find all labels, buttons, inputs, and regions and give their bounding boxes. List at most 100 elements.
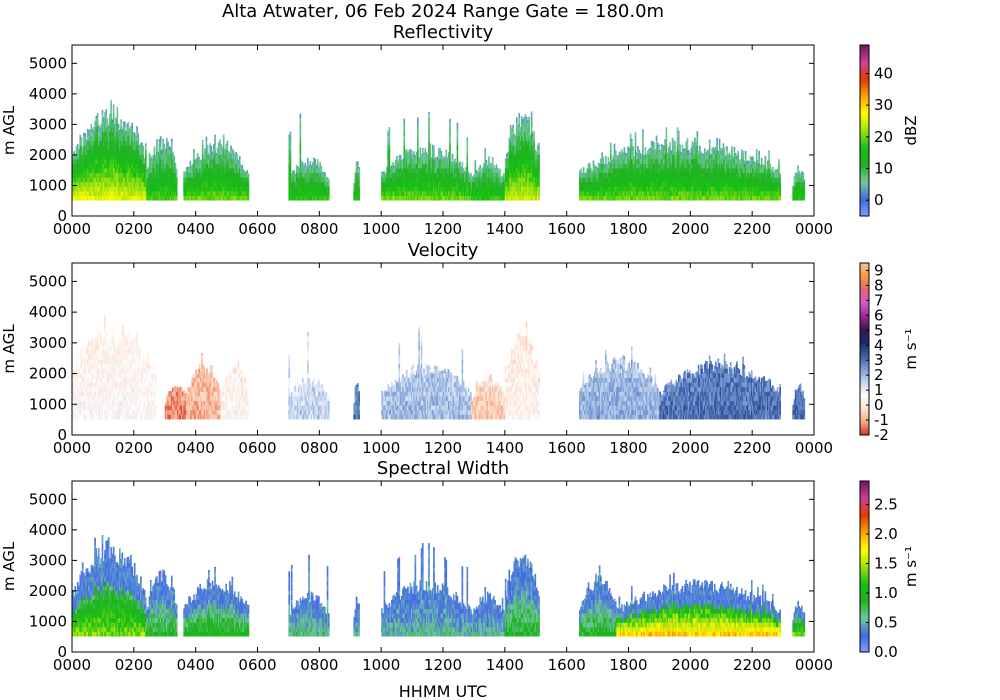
heatmap-cell	[398, 181, 401, 187]
heatmap-cell	[642, 131, 644, 137]
heatmap-cell	[685, 172, 688, 178]
heatmap-cell	[706, 150, 709, 155]
heatmap-cell	[152, 190, 155, 196]
heatmap-cell	[421, 147, 424, 151]
heatmap-cell	[707, 195, 710, 201]
heatmap-cell	[121, 140, 124, 146]
heatmap-cell	[717, 163, 720, 169]
heatmap-cell	[397, 168, 399, 174]
heatmap-cell	[86, 168, 89, 174]
heatmap-cell	[520, 163, 523, 169]
heatmap-cell	[318, 177, 320, 183]
heatmap-cell	[144, 177, 147, 183]
heatmap-cell	[429, 177, 432, 183]
heatmap-cell	[518, 154, 521, 160]
heatmap-cell	[429, 143, 432, 146]
heatmap-cell	[461, 181, 464, 187]
heatmap-cell	[114, 136, 116, 141]
heatmap-cell	[434, 168, 436, 174]
heatmap-cell	[489, 168, 492, 174]
heatmap-cell	[697, 163, 700, 169]
heatmap-cell	[433, 190, 435, 196]
heatmap-cell	[695, 195, 697, 201]
heatmap-cell	[309, 186, 312, 192]
heatmap-cell	[515, 195, 518, 201]
heatmap-cell	[472, 195, 474, 201]
heatmap-cell	[199, 159, 202, 164]
heatmap-cell	[440, 150, 443, 155]
heatmap-cell	[525, 131, 528, 137]
heatmap-cell	[131, 172, 133, 178]
heatmap-cell	[686, 186, 689, 192]
heatmap-cell	[185, 168, 188, 174]
heatmap-cell	[121, 149, 124, 155]
heatmap-cell	[616, 195, 618, 201]
heatmap-cell	[355, 195, 358, 201]
heatmap-cell	[221, 190, 224, 196]
heatmap-cell	[460, 177, 462, 183]
heatmap-cell	[626, 181, 628, 187]
heatmap-cell	[675, 172, 678, 178]
heatmap-cell	[193, 158, 195, 164]
heatmap-cell	[173, 195, 176, 201]
heatmap-cell	[224, 168, 226, 174]
heatmap-cell	[731, 186, 733, 192]
heatmap-cell	[694, 190, 696, 196]
heatmap-cell	[616, 172, 618, 178]
heatmap-cell	[595, 177, 597, 183]
heatmap-cell	[175, 195, 178, 201]
heatmap-cell	[527, 126, 529, 132]
heatmap-cell	[126, 136, 129, 141]
heatmap-cell	[419, 154, 422, 160]
heatmap-cell	[605, 163, 607, 169]
heatmap-cell	[169, 186, 172, 192]
heatmap-cell	[302, 181, 304, 187]
heatmap-cell	[454, 177, 456, 183]
heatmap-cell	[529, 168, 532, 174]
heatmap-cell	[602, 168, 605, 174]
heatmap-cell	[513, 158, 516, 164]
heatmap-cell	[669, 149, 671, 155]
heatmap-cell	[450, 195, 453, 201]
heatmap-cell	[173, 190, 176, 196]
heatmap-cell	[676, 149, 679, 155]
heatmap-cell	[407, 181, 409, 187]
heatmap-cell	[221, 147, 224, 151]
heatmap-cell	[140, 172, 142, 178]
heatmap-cell	[105, 136, 108, 141]
heatmap-cell	[525, 177, 528, 183]
heatmap-cell	[475, 195, 478, 201]
heatmap-cell	[415, 181, 418, 187]
heatmap-cell	[444, 181, 446, 187]
heatmap-cell	[138, 145, 141, 151]
heatmap-cell	[152, 172, 155, 178]
heatmap-cell	[210, 154, 213, 160]
heatmap-cell	[79, 149, 82, 155]
heatmap-cell	[530, 113, 533, 119]
heatmap-cell	[392, 186, 394, 192]
heatmap-cell	[670, 150, 673, 155]
heatmap-cell	[386, 177, 388, 183]
heatmap-cell	[90, 186, 93, 192]
heatmap-cell	[691, 163, 694, 169]
heatmap-cell	[535, 186, 538, 192]
heatmap-cell	[524, 172, 527, 178]
heatmap-cell	[157, 190, 159, 196]
heatmap-cell	[611, 168, 613, 174]
heatmap-cell	[138, 163, 141, 169]
heatmap-cell	[624, 158, 627, 164]
heatmap-cell	[732, 172, 735, 178]
heatmap-cell	[169, 158, 172, 164]
heatmap-cell	[91, 129, 94, 132]
heatmap-cell	[403, 136, 406, 141]
heatmap-cell	[474, 186, 477, 192]
heatmap-cell	[89, 129, 91, 132]
heatmap-cell	[314, 186, 317, 192]
heatmap-cell	[308, 195, 310, 201]
heatmap-cell	[629, 158, 632, 164]
heatmap-cell	[430, 177, 433, 183]
heatmap-cell	[326, 190, 329, 196]
heatmap-cell	[321, 186, 324, 192]
heatmap-cell	[85, 168, 88, 174]
heatmap-cell	[520, 195, 523, 201]
